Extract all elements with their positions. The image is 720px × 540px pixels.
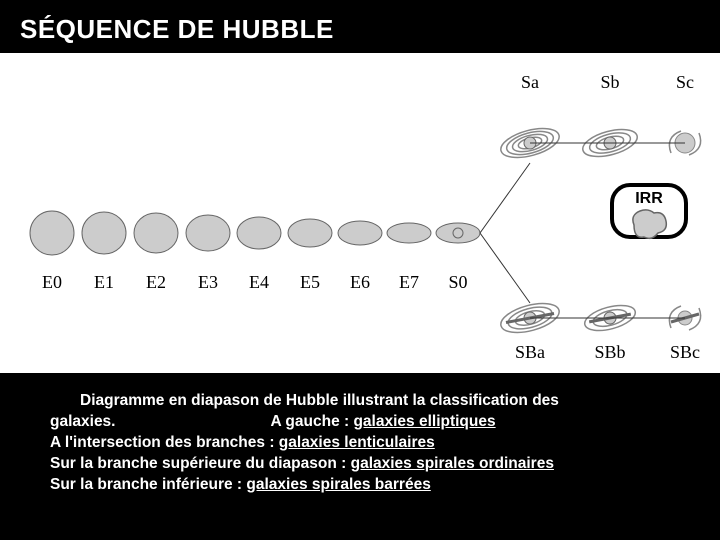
svg-text:E6: E6 — [350, 272, 370, 292]
svg-text:E0: E0 — [42, 272, 62, 292]
caption-l1a: Diagramme en diapason de Hubble illustra… — [80, 392, 559, 409]
caption-l2u: galaxies elliptiques — [353, 413, 495, 430]
caption-l1b: galaxies. — [50, 413, 116, 430]
svg-text:E7: E7 — [399, 272, 419, 292]
caption-line-2: galaxies. A gauche : galaxies elliptiques — [50, 412, 692, 433]
caption-l3u: galaxies lenticulaires — [279, 434, 435, 451]
svg-text:E4: E4 — [249, 272, 269, 292]
svg-text:Sb: Sb — [600, 72, 619, 92]
caption-line-5: Sur la branche inférieure : galaxies spi… — [50, 475, 692, 496]
hubble-diagram-svg: E0 E1 E2 E3 E4 E5 E6 E7 S0 Sa Sb Sc SBa SBb SBc IRR — [0, 53, 720, 373]
page-title: SÉQUENCE DE HUBBLE — [0, 0, 720, 45]
caption-l2p: A gauche : — [271, 413, 354, 430]
caption-l3p: A l'intersection des branches : — [50, 434, 279, 451]
caption-block: Diagramme en diapason de Hubble illustra… — [0, 373, 720, 496]
page-title-text: SÉQUENCE DE HUBBLE — [20, 14, 334, 44]
svg-text:E2: E2 — [146, 272, 166, 292]
svg-text:SBb: SBb — [594, 342, 625, 362]
svg-text:Sa: Sa — [521, 72, 539, 92]
svg-text:IRR: IRR — [635, 190, 663, 207]
svg-text:E1: E1 — [94, 272, 114, 292]
svg-text:E5: E5 — [300, 272, 320, 292]
caption-l5p: Sur la branche inférieure : — [50, 476, 246, 493]
caption-l4p: Sur la branche supérieure du diapason : — [50, 455, 351, 472]
svg-text:SBa: SBa — [515, 342, 545, 362]
caption-line-4: Sur la branche supérieure du diapason : … — [50, 454, 692, 475]
hubble-diagram: E0 E1 E2 E3 E4 E5 E6 E7 S0 Sa Sb Sc SBa SBb SBc IRR — [0, 53, 720, 373]
caption-line-3: A l'intersection des branches : galaxies… — [50, 433, 692, 454]
svg-text:SBc: SBc — [670, 342, 700, 362]
caption-l5u: galaxies spirales barrées — [246, 476, 430, 493]
svg-text:Sc: Sc — [676, 72, 694, 92]
svg-text:E3: E3 — [198, 272, 218, 292]
caption-l4u: galaxies spirales ordinaires — [351, 455, 554, 472]
caption-line-1: Diagramme en diapason de Hubble illustra… — [50, 391, 692, 412]
svg-text:S0: S0 — [448, 272, 467, 292]
